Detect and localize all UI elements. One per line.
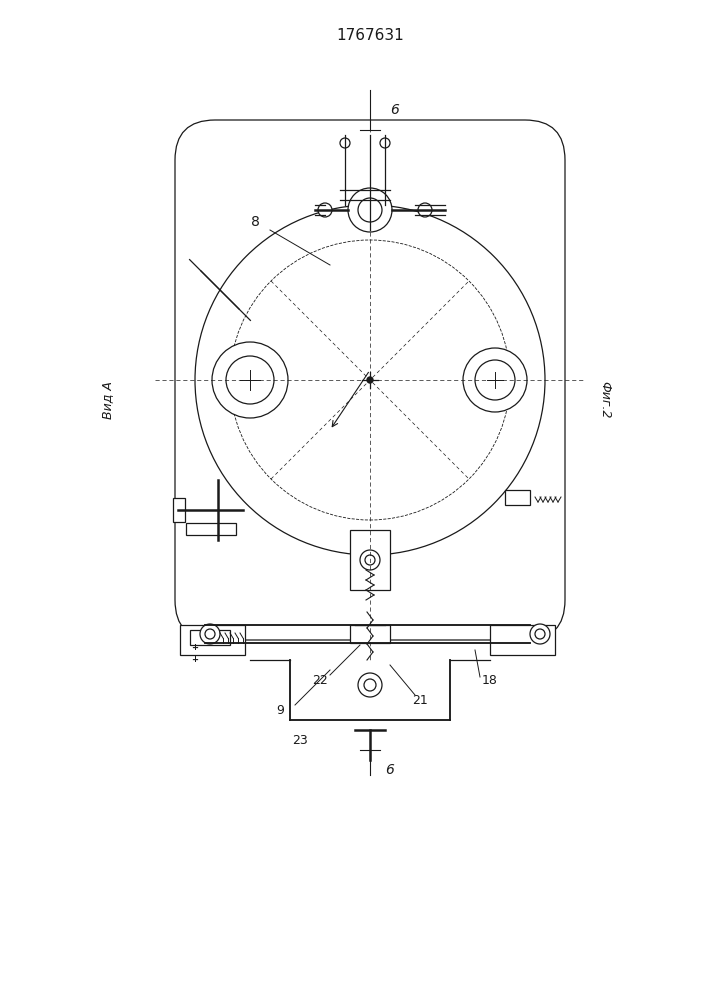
Circle shape [535, 629, 545, 639]
Circle shape [463, 348, 527, 412]
Bar [173, 498, 185, 522]
Circle shape [360, 550, 380, 570]
Text: 6: 6 [390, 103, 399, 117]
Circle shape [205, 629, 215, 639]
Circle shape [226, 356, 274, 404]
Circle shape [358, 198, 382, 222]
Circle shape [212, 342, 288, 418]
Bar [186, 523, 236, 535]
Bar [490, 625, 555, 655]
Text: 8: 8 [250, 215, 259, 229]
Text: 23: 23 [292, 734, 308, 746]
Circle shape [364, 679, 376, 691]
Circle shape [340, 138, 350, 148]
Circle shape [318, 203, 332, 217]
Circle shape [380, 138, 390, 148]
Bar [350, 625, 390, 643]
Text: 18: 18 [482, 674, 498, 686]
Circle shape [365, 555, 375, 565]
Circle shape [530, 624, 550, 644]
Circle shape [475, 360, 515, 400]
Bar [505, 490, 530, 505]
Text: 9: 9 [276, 704, 284, 716]
Bar [190, 630, 230, 645]
Circle shape [200, 624, 220, 644]
Text: Фиг.2: Фиг.2 [599, 381, 612, 419]
Text: 22: 22 [312, 674, 328, 686]
Circle shape [418, 203, 432, 217]
Text: 6: 6 [385, 763, 394, 777]
Text: Вид А: Вид А [102, 381, 115, 419]
Bar [350, 530, 390, 590]
Circle shape [367, 377, 373, 383]
Text: 1767631: 1767631 [336, 27, 404, 42]
Circle shape [358, 673, 382, 697]
Text: +: + [192, 643, 199, 652]
Text: 21: 21 [412, 694, 428, 706]
Bar [180, 625, 245, 655]
Circle shape [348, 188, 392, 232]
Text: +: + [192, 656, 199, 664]
